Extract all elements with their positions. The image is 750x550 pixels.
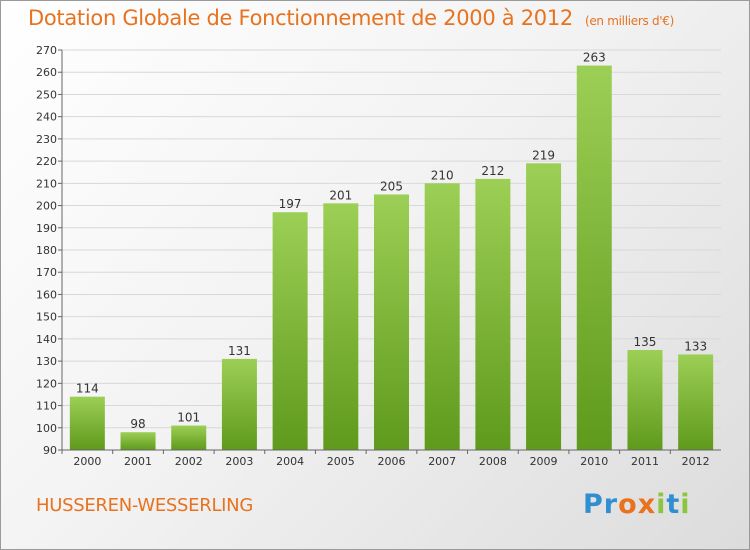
logo-letter: r [603, 489, 619, 520]
chart-subtitle: (en milliers d'€) [584, 14, 674, 28]
y-tick-label: 240 [36, 111, 57, 124]
data-label: 201 [329, 188, 352, 202]
bar-2010[interactable] [576, 65, 612, 451]
y-tick-label: 110 [36, 400, 57, 413]
bar-2007[interactable] [424, 183, 460, 451]
data-label: 263 [583, 51, 606, 65]
data-label: 212 [481, 164, 504, 178]
bar-2005[interactable] [323, 203, 359, 450]
bar-2000[interactable] [69, 396, 105, 450]
bar-2001[interactable] [120, 432, 156, 450]
data-label: 133 [684, 339, 707, 353]
bar-2006[interactable] [374, 194, 409, 450]
x-tick-label: 2003 [225, 455, 253, 468]
y-tick-label: 190 [36, 222, 57, 235]
y-tick-label: 260 [36, 66, 57, 79]
y-tick-label: 220 [36, 155, 57, 168]
y-tick-label: 120 [36, 377, 57, 390]
bar-2003[interactable] [221, 358, 257, 450]
data-label: 205 [380, 179, 403, 193]
commune-name: HUSSEREN-WESSERLING [36, 495, 253, 516]
y-tick-label: 180 [36, 244, 57, 257]
chart-title-text: Dotation Globale de Fonctionnement de 20… [28, 6, 573, 30]
y-tick-label: 250 [36, 88, 57, 101]
x-tick-label: 2002 [175, 455, 203, 468]
y-tick-label: 200 [36, 200, 57, 213]
y-tick-label: 130 [36, 355, 57, 368]
data-label: 114 [76, 382, 99, 396]
x-tick-label: 2004 [276, 455, 304, 468]
x-tick-label: 2000 [73, 455, 101, 468]
x-tick-label: 2012 [682, 455, 710, 468]
bar-2009[interactable] [526, 163, 562, 451]
data-label: 101 [177, 411, 200, 425]
logo-letter: x [637, 489, 657, 520]
data-labels: 114 98 101 131 197 201 205 210 212 219 263 135 133 [76, 51, 707, 432]
logo-letter: i [656, 489, 667, 520]
data-label: 210 [431, 168, 454, 182]
x-tick-label: 2011 [631, 455, 659, 468]
y-tick-label: 150 [36, 311, 57, 324]
y-tick-label: 210 [36, 177, 57, 190]
data-label: 98 [130, 417, 145, 431]
x-tick-label: 2005 [327, 455, 355, 468]
y-tick-label: 230 [36, 133, 57, 146]
y-tick-label: 170 [36, 266, 57, 279]
logo-letter: i [680, 489, 691, 520]
data-label: 197 [279, 197, 302, 211]
bar-2008[interactable] [475, 178, 511, 450]
x-tick-label: 2010 [580, 455, 608, 468]
data-label: 131 [228, 344, 251, 358]
bars [69, 65, 714, 451]
y-tick-label: 270 [36, 44, 57, 57]
y-tick-label: 160 [36, 288, 57, 301]
logo-letter: o [618, 489, 638, 520]
logo-letter: P [583, 489, 604, 520]
logo-letter: t [666, 489, 681, 520]
x-tick-label: 2006 [378, 455, 406, 468]
x-tick-label: 2009 [530, 455, 558, 468]
y-tick-label: 90 [43, 444, 57, 457]
data-label: 219 [532, 148, 555, 162]
bar-2004[interactable] [272, 212, 308, 450]
chart-title: Dotation Globale de Fonctionnement de 20… [28, 6, 674, 30]
x-tick-label: 2008 [479, 455, 507, 468]
proxiti-logo[interactable]: Proxiti [583, 485, 693, 525]
bar-2002[interactable] [171, 425, 207, 450]
bar-2011[interactable] [627, 350, 663, 450]
bar-2012[interactable] [678, 354, 714, 450]
tick-labels: 90 100 110 120 130 140 150 160 170 180 190 200 210 22… [36, 44, 710, 468]
y-tick-label: 100 [36, 422, 57, 435]
data-label: 135 [634, 335, 657, 349]
y-tick-label: 140 [36, 333, 57, 346]
x-tick-label: 2001 [124, 455, 152, 468]
x-tick-label: 2007 [428, 455, 456, 468]
